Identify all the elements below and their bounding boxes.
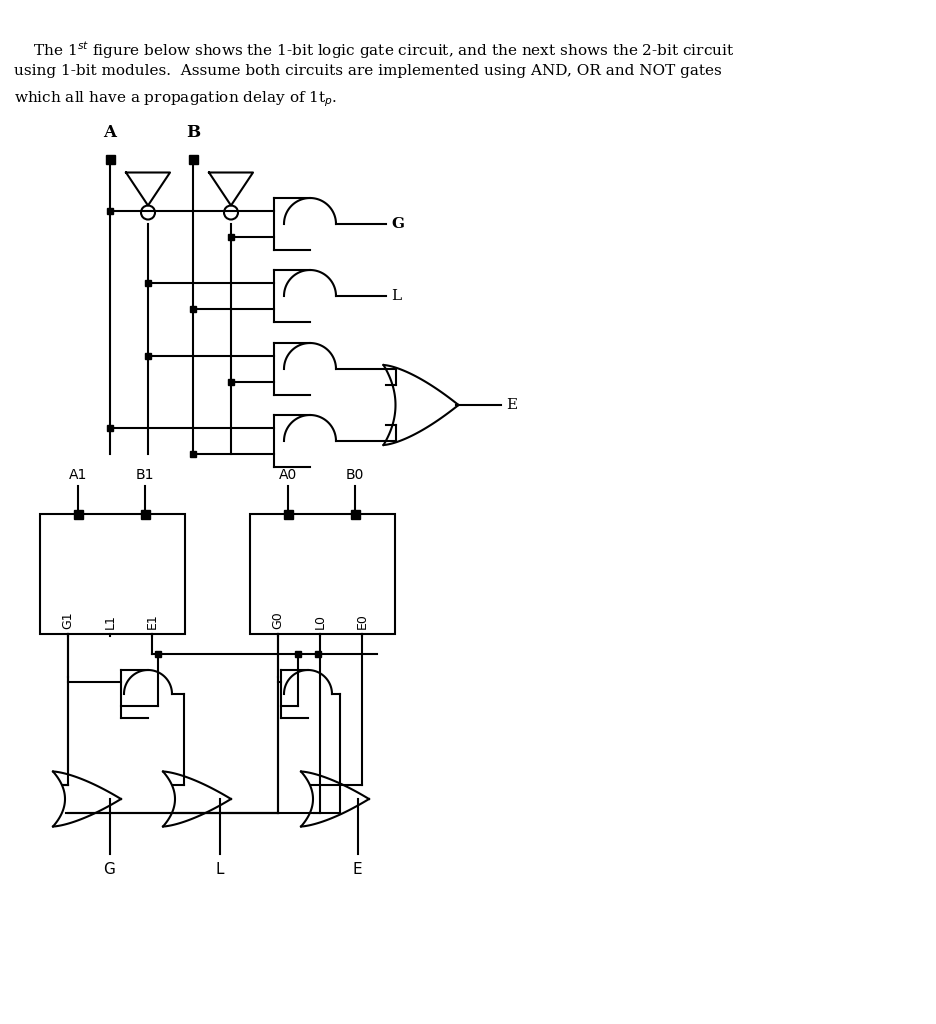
Text: E: E [506, 398, 517, 412]
Text: E0: E0 [356, 613, 369, 629]
Bar [107, 208, 113, 214]
Text: G: G [104, 862, 115, 877]
Text: L: L [215, 862, 224, 877]
Text: A0: A0 [279, 468, 297, 482]
Bar [295, 651, 301, 657]
Bar [107, 425, 113, 431]
Text: which all have a propagation delay of 1t$_p$.: which all have a propagation delay of 1t… [14, 89, 337, 109]
Bar [284, 510, 293, 518]
Bar [190, 306, 196, 312]
Text: using 1-bit modules.  Assume both circuits are implemented using AND, OR and NOT: using 1-bit modules. Assume both circuit… [14, 63, 722, 78]
Text: G0: G0 [271, 611, 285, 629]
Bar [106, 155, 114, 164]
Text: A1: A1 [69, 468, 87, 482]
Text: L: L [391, 289, 402, 303]
Text: L0: L0 [314, 614, 327, 629]
Bar [40, 514, 185, 634]
Bar [190, 451, 196, 457]
Bar [188, 155, 197, 164]
Bar [145, 280, 151, 286]
Bar [140, 510, 150, 518]
Bar [145, 353, 151, 359]
Bar [228, 379, 234, 385]
Text: The 1$^{st}$ figure below shows the 1-bit logic gate circuit, and the next shows: The 1$^{st}$ figure below shows the 1-bi… [14, 39, 735, 60]
Text: E1: E1 [145, 613, 158, 629]
Text: E: E [353, 862, 362, 877]
Bar [228, 234, 234, 240]
Text: B0: B0 [345, 468, 364, 482]
Bar [155, 651, 161, 657]
Text: A: A [104, 124, 116, 141]
Bar [74, 510, 82, 518]
Text: B: B [186, 124, 200, 141]
Bar [250, 514, 395, 634]
Text: G1: G1 [62, 611, 75, 629]
Text: B1: B1 [136, 468, 154, 482]
Bar [350, 510, 359, 518]
Bar [315, 651, 321, 657]
Text: L1: L1 [104, 614, 116, 629]
Text: G: G [391, 217, 404, 231]
